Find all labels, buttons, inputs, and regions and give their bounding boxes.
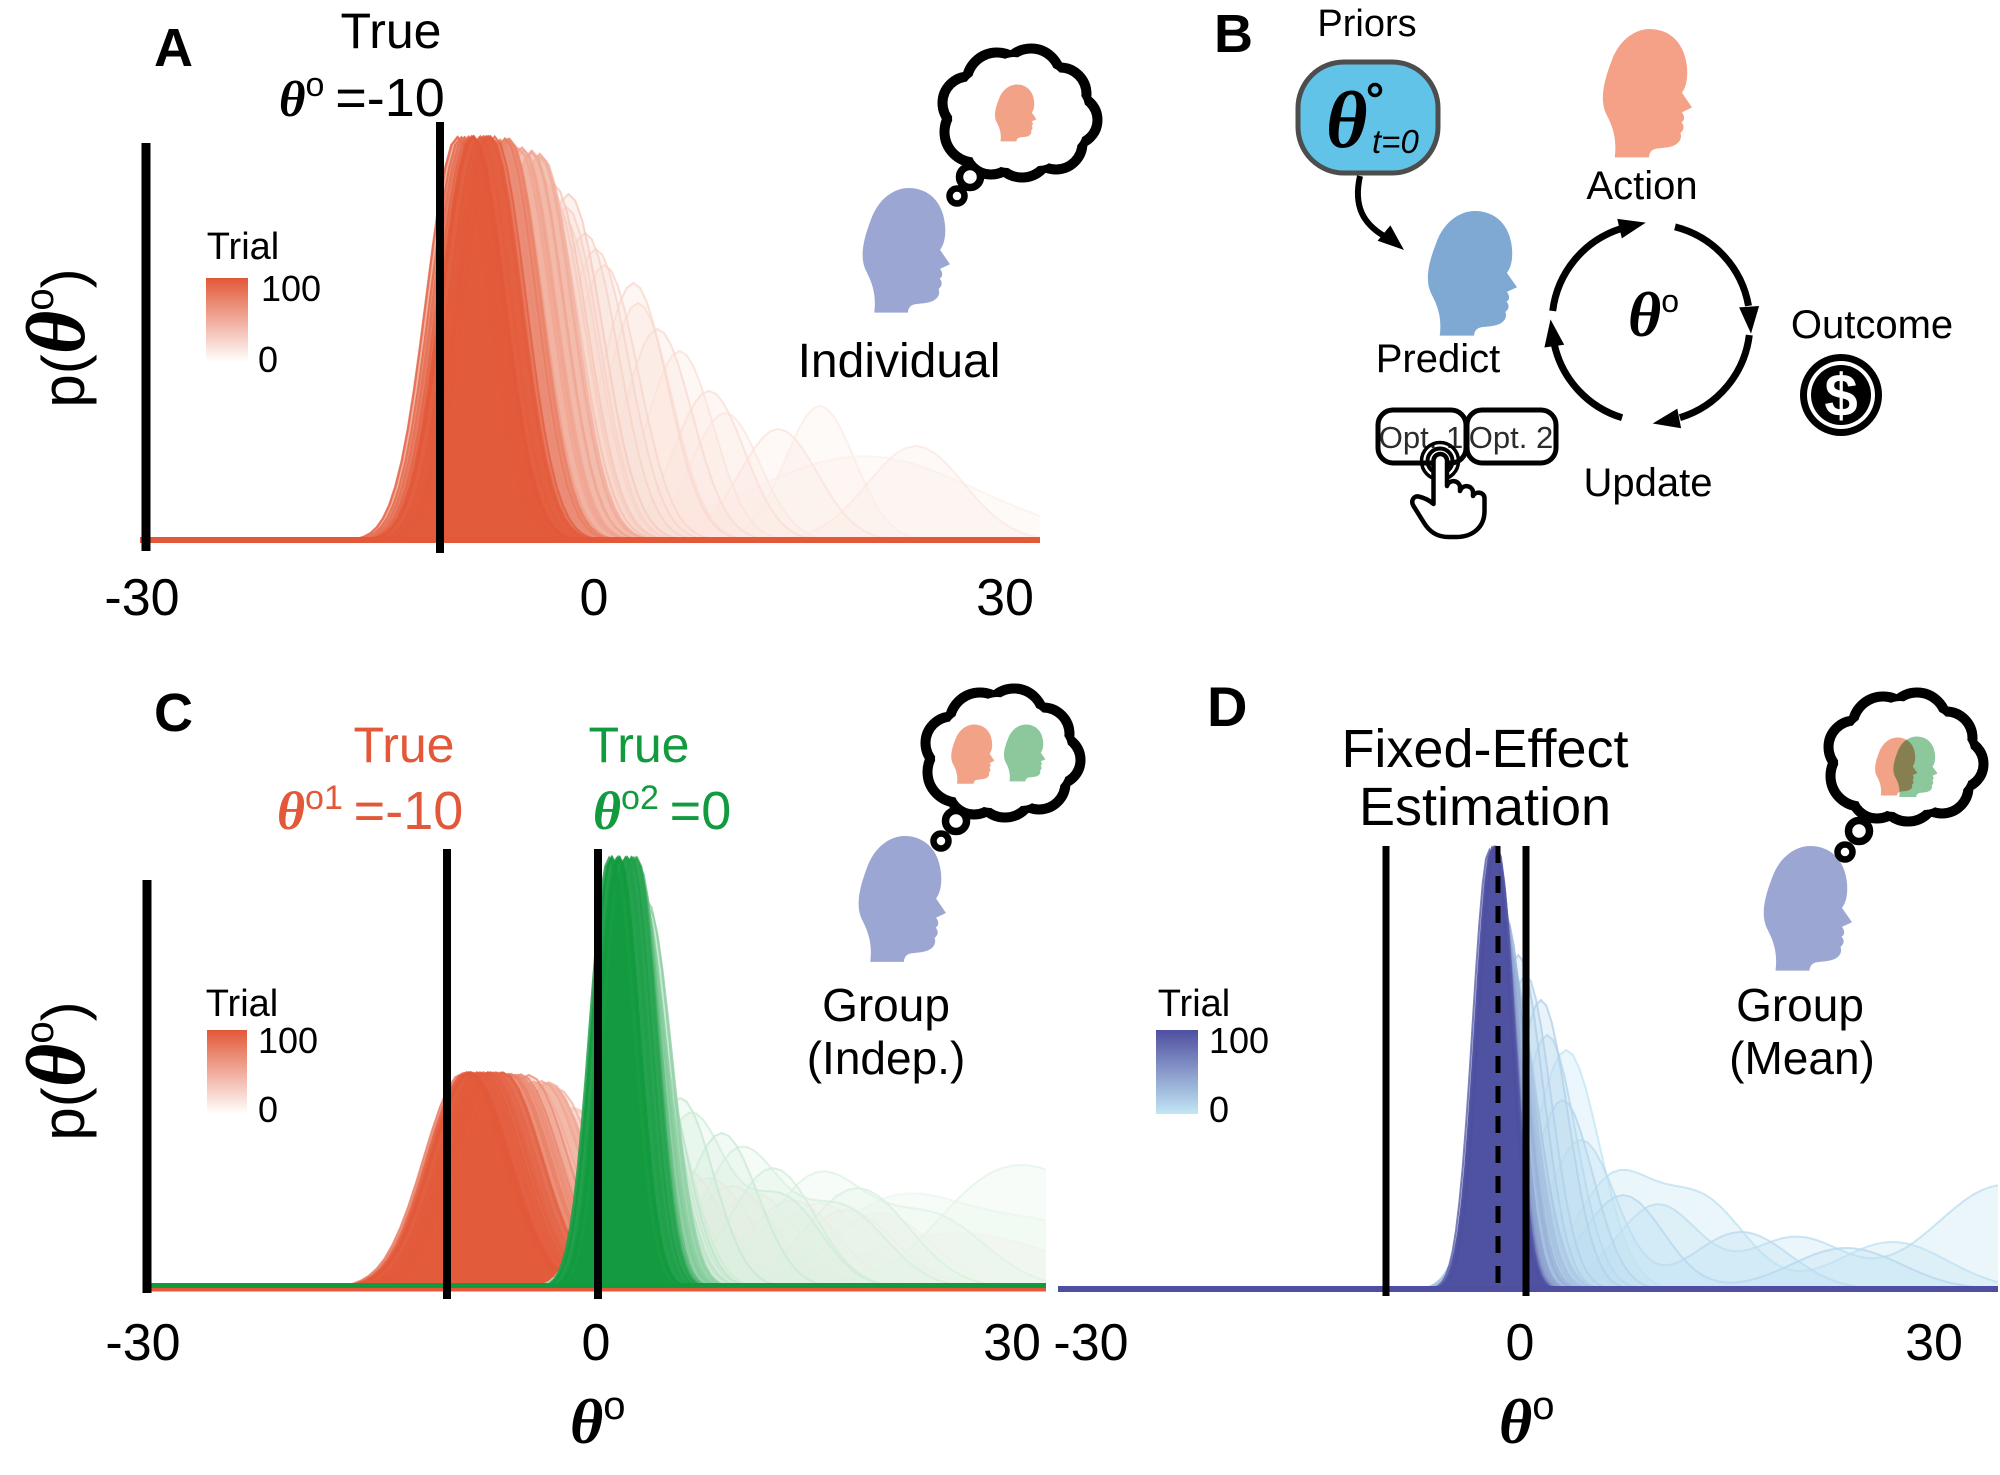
svg-text:(Mean): (Mean) (1729, 1032, 1875, 1084)
svg-text:p(θo): p(θo) (10, 268, 103, 407)
svg-text:θo: θo (570, 1384, 625, 1457)
svg-text:(Indep.): (Indep.) (807, 1032, 966, 1084)
svg-text:Opt. 1: Opt. 1 (1379, 420, 1463, 455)
svg-text:$: $ (1824, 362, 1857, 429)
svg-text:Estimation: Estimation (1359, 777, 1611, 837)
svg-text:A: A (154, 18, 193, 78)
svg-text:-30: -30 (104, 569, 179, 627)
svg-text:Action: Action (1586, 164, 1697, 208)
svg-text:Opt. 2: Opt. 2 (1469, 420, 1553, 455)
svg-text:θo: θo (1499, 1384, 1554, 1457)
svg-text:Fixed-Effect: Fixed-Effect (1341, 719, 1628, 779)
svg-text:Predict: Predict (1376, 337, 1501, 381)
svg-text:Trial: Trial (206, 983, 278, 1025)
svg-text:100: 100 (258, 1020, 318, 1061)
svg-text:Priors: Priors (1317, 3, 1416, 45)
svg-text:100: 100 (261, 268, 321, 309)
svg-text:Group: Group (822, 979, 950, 1031)
svg-text:Individual: Individual (798, 335, 1001, 388)
svg-text:D: D (1207, 675, 1247, 738)
svg-text:True: True (354, 717, 455, 773)
svg-text:0: 0 (1506, 1314, 1535, 1372)
svg-text:θ: θ (1326, 77, 1368, 165)
svg-text:0: 0 (580, 569, 609, 627)
svg-text:t=0: t=0 (1372, 123, 1419, 160)
svg-text:30: 30 (976, 569, 1034, 627)
svg-text:0: 0 (582, 1314, 611, 1372)
svg-text:θo2 =0: θo2 =0 (593, 779, 731, 841)
svg-text:Trial: Trial (1158, 983, 1230, 1025)
svg-text:-30: -30 (1053, 1314, 1128, 1372)
svg-text:30: 30 (983, 1314, 1041, 1372)
svg-text:0: 0 (258, 339, 278, 380)
svg-text:θo: θo (1628, 279, 1679, 350)
svg-text:C: C (154, 683, 193, 743)
svg-text:30: 30 (1905, 1314, 1963, 1372)
svg-text:True: True (589, 717, 690, 773)
svg-text:Trial: Trial (207, 226, 279, 268)
svg-text:B: B (1214, 4, 1253, 64)
svg-text:True: True (341, 3, 442, 59)
svg-text:θo =-10: θo =-10 (279, 66, 445, 128)
svg-text:0: 0 (1209, 1089, 1229, 1130)
svg-text:Update: Update (1584, 461, 1713, 505)
svg-text:Outcome: Outcome (1791, 303, 1953, 347)
svg-text:-30: -30 (105, 1314, 180, 1372)
svg-text:θo1 =-10: θo1 =-10 (277, 779, 463, 841)
svg-text:100: 100 (1209, 1020, 1269, 1061)
svg-text:0: 0 (258, 1089, 278, 1130)
svg-text:Group: Group (1736, 979, 1864, 1031)
